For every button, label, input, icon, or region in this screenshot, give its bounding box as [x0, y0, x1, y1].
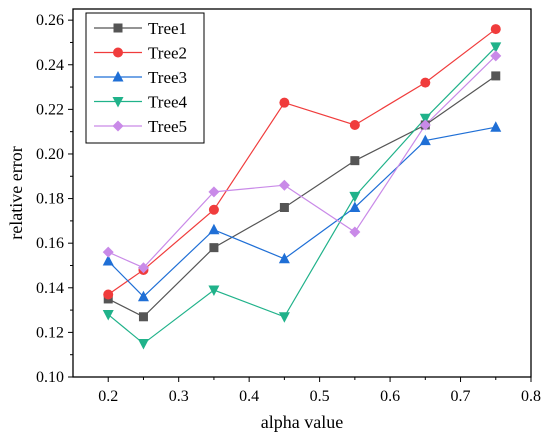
data-point-tree5 — [419, 119, 431, 131]
data-point-tree3 — [349, 201, 361, 212]
legend: Tree1 Tree2 Tree3 Tree4 Tree5 — [85, 12, 205, 144]
data-point-tree5 — [137, 262, 149, 274]
data-point-tree4 — [419, 113, 431, 125]
y-axis-title: relative error — [6, 146, 26, 239]
data-point-tree2 — [420, 77, 431, 88]
x-axis-title: alpha value — [261, 412, 343, 432]
data-point-tree3 — [419, 134, 431, 146]
data-point-tree5 — [490, 50, 502, 62]
data-point-tree4 — [208, 285, 220, 297]
axis-ticks: 0.2 0.3 0.4 0.5 0.6 0.7 0.8 0.10 0.12 0.14 0.16 0.1… — [36, 12, 541, 405]
data-point-tree1 — [491, 71, 501, 81]
y-tick-label: 0.14 — [36, 280, 64, 297]
data-point-tree2 — [103, 289, 114, 300]
data-point-tree3 — [278, 252, 290, 264]
y-tick-label: 0.26 — [36, 12, 64, 29]
data-point-tree5 — [102, 246, 114, 258]
legend-marker — [113, 47, 123, 58]
legend-marker — [112, 71, 124, 82]
y-tick-label: 0.12 — [36, 324, 64, 341]
legend-marker — [112, 120, 124, 132]
series-markers — [102, 24, 502, 350]
y-tick-label: 0.18 — [36, 191, 64, 208]
data-point-tree2 — [349, 119, 360, 130]
legend-marker — [113, 23, 123, 33]
data-point-tree5 — [208, 186, 220, 198]
x-tick-label: 0.2 — [98, 388, 118, 405]
legend-label: Tree3 — [148, 68, 187, 87]
legend-marker — [112, 97, 124, 108]
data-point-tree1 — [209, 243, 219, 253]
x-tick-label: 0.6 — [380, 388, 400, 405]
data-point-tree2 — [279, 97, 290, 108]
legend-label: Tree2 — [148, 44, 187, 63]
x-tick-label: 0.4 — [239, 388, 259, 405]
legend-box — [85, 12, 205, 144]
data-point-tree3 — [490, 121, 502, 132]
data-point-tree4 — [349, 191, 361, 203]
x-tick-label: 0.7 — [451, 388, 471, 405]
legend-label: Tree5 — [148, 117, 187, 136]
legend-label: Tree1 — [148, 19, 187, 38]
y-tick-label: 0.24 — [36, 57, 64, 74]
data-point-tree1 — [138, 312, 148, 322]
data-point-tree1 — [350, 156, 360, 166]
y-tick-label: 0.16 — [36, 235, 64, 252]
data-point-tree4 — [278, 312, 290, 323]
data-point-tree5 — [278, 179, 290, 191]
y-tick-label: 0.10 — [36, 369, 64, 386]
data-point-tree3 — [137, 290, 149, 302]
data-point-tree4 — [490, 42, 502, 53]
data-point-tree5 — [349, 226, 361, 238]
y-tick-label: 0.22 — [36, 101, 64, 118]
y-tick-label: 0.20 — [36, 146, 64, 163]
x-tick-label: 0.8 — [521, 388, 541, 405]
data-point-tree2 — [490, 24, 501, 35]
legend-label: Tree4 — [148, 93, 188, 112]
data-point-tree2 — [208, 204, 219, 215]
x-tick-label: 0.5 — [310, 388, 330, 405]
data-point-tree4 — [137, 339, 149, 350]
data-point-tree1 — [279, 202, 289, 212]
data-point-tree3 — [102, 255, 114, 266]
data-point-tree3 — [208, 223, 220, 235]
x-tick-label: 0.3 — [169, 388, 189, 405]
data-point-tree4 — [102, 310, 114, 321]
